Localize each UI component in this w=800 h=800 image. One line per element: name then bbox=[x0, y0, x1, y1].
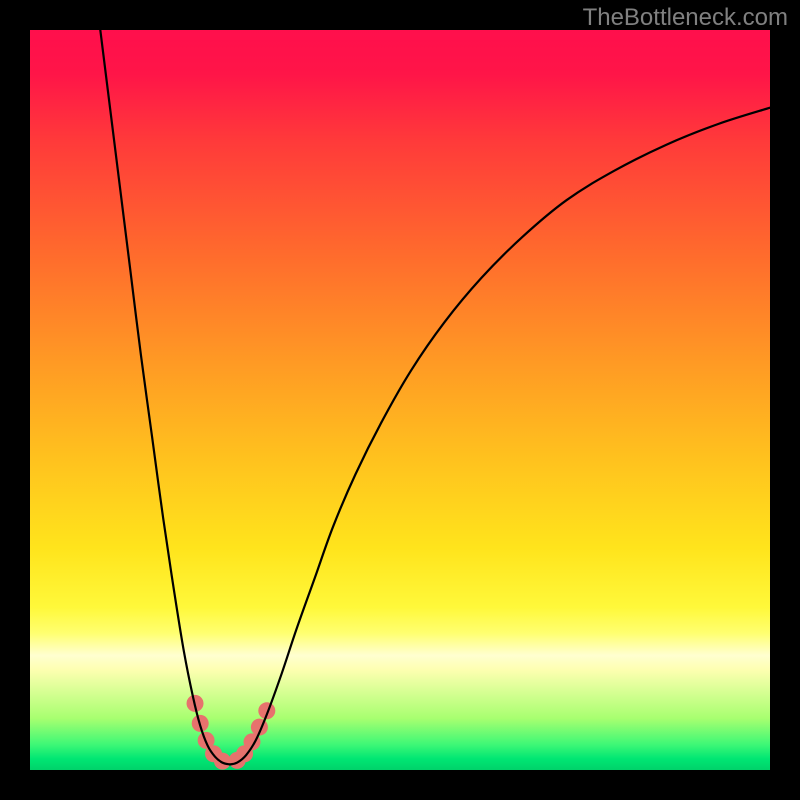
plot-svg bbox=[30, 30, 770, 770]
plot-background bbox=[30, 30, 770, 770]
watermark-text: TheBottleneck.com bbox=[583, 4, 788, 32]
curve-marker bbox=[214, 753, 231, 770]
plot-area bbox=[30, 30, 770, 770]
